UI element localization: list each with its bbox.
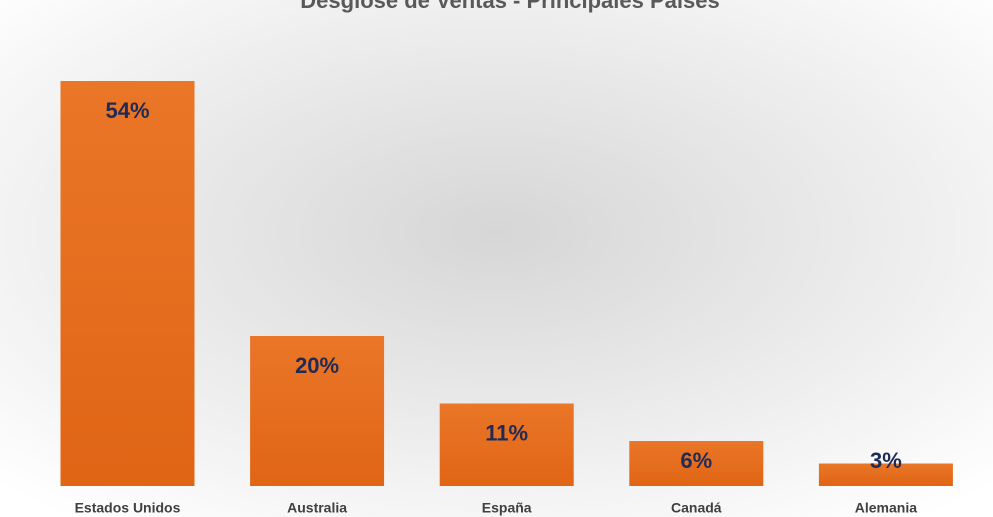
bar	[629, 441, 764, 486]
x-tick-label: España	[482, 500, 532, 516]
value-label: 3%	[870, 448, 902, 473]
value-label: 20%	[295, 353, 339, 378]
x-tick-label: Australia	[287, 500, 347, 516]
value-label: 54%	[105, 98, 149, 123]
bar	[250, 336, 385, 486]
x-tick-label: Estados Unidos	[75, 500, 181, 516]
bar	[439, 403, 574, 486]
bar	[60, 81, 195, 486]
x-tick-label: Canadá	[671, 500, 722, 516]
x-tick-label: Alemania	[855, 500, 917, 516]
chart-title: Desglose de Ventas - Principales Países	[300, 0, 719, 13]
bar	[818, 463, 953, 486]
value-label: 11%	[485, 420, 528, 445]
value-label: 6%	[680, 448, 712, 473]
